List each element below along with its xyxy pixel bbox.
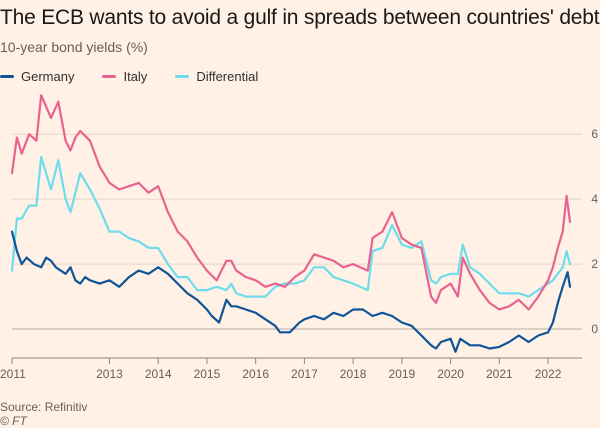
chart-subtitle: 10-year bond yields (%) <box>0 39 148 55</box>
y-tick-label: 2 <box>591 257 598 271</box>
legend-label: Italy <box>123 68 148 84</box>
source-note: Source: Refinitiv <box>0 400 88 414</box>
series-line-italy <box>10 94 572 311</box>
grid-lines <box>12 133 582 330</box>
legend-label: Differential <box>196 68 259 84</box>
x-tick-label: 2017 <box>291 367 318 381</box>
legend-swatch <box>102 74 117 78</box>
y-axis: 0 2 4 6 <box>591 127 598 336</box>
x-tick-label: 2018 <box>340 367 367 381</box>
legend-item-germany: Germany <box>0 69 74 84</box>
legend-swatch <box>0 74 14 78</box>
legend-item-differential: Differential <box>175 69 258 84</box>
x-tick-label: 2015 <box>194 367 221 381</box>
y-tick-label: 6 <box>591 127 598 141</box>
y-tick-label: 4 <box>591 192 598 206</box>
y-tick-label: 0 <box>591 322 598 336</box>
series-lines <box>10 94 572 353</box>
x-tick-label: 2022 <box>535 367 562 381</box>
legend-label: Germany <box>21 68 75 84</box>
x-tick-label: 2014 <box>145 367 172 381</box>
x-tick-label: 2013 <box>96 367 123 381</box>
legend-item-italy: Italy <box>102 69 147 84</box>
x-tick-label: 2011 <box>0 367 26 381</box>
chart-title: The ECB wants to avoid a gulf in spreads… <box>0 6 600 29</box>
legend-swatch <box>175 74 190 78</box>
x-tick-label: 2016 <box>242 367 269 381</box>
x-axis: 2011 2013 2014 2015 2016 2017 2018 2019 2020 2021… <box>0 357 582 381</box>
legend: Germany Italy Differential <box>0 67 286 85</box>
series-line-differential <box>10 155 572 298</box>
credit-note: © FT <box>0 414 27 428</box>
x-tick-label: 2021 <box>486 367 513 381</box>
x-tick-label: 2019 <box>389 367 416 381</box>
x-tick-label: 2020 <box>437 367 464 381</box>
series-line-germany <box>10 230 572 353</box>
